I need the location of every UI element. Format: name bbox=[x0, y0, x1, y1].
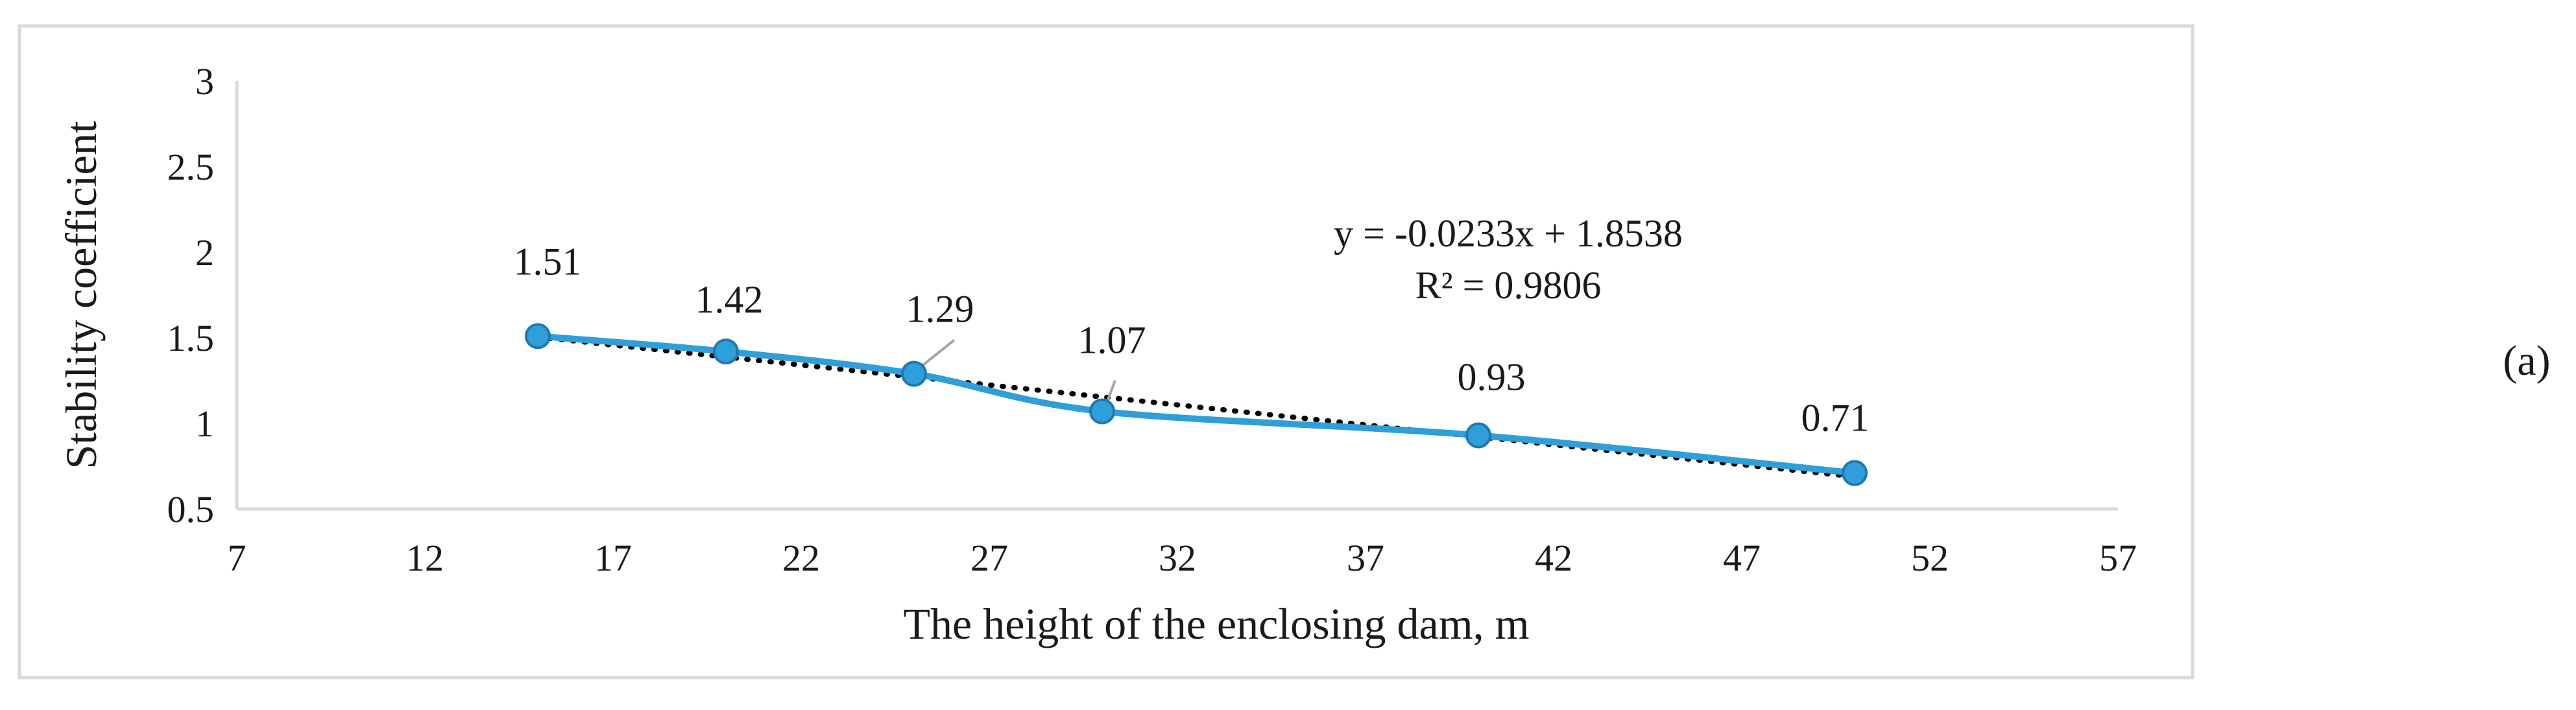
x-tick-label: 22 bbox=[782, 537, 820, 579]
y-tick-labels: 0.5 1 1.5 2 2.5 3 bbox=[167, 60, 215, 530]
y-axis-title: Stability coefficient bbox=[56, 121, 106, 469]
data-labels: 1.51 1.42 1.29 1.07 0.93 0.71 bbox=[514, 240, 1870, 439]
x-tick-labels: 7 12 17 22 27 32 37 42 47 52 57 bbox=[228, 537, 2137, 579]
x-tick-label: 57 bbox=[2099, 537, 2137, 579]
data-label: 1.29 bbox=[906, 287, 974, 330]
data-label-leaders bbox=[921, 338, 1116, 402]
x-tick-label: 7 bbox=[228, 537, 247, 579]
x-tick-label: 32 bbox=[1159, 537, 1196, 579]
data-label-leader bbox=[921, 338, 956, 368]
series-markers bbox=[525, 323, 1868, 486]
data-label: 1.42 bbox=[695, 278, 764, 321]
trendline-r-squared: R² = 0.9806 bbox=[1415, 264, 1602, 307]
y-tick-label: 3 bbox=[195, 60, 214, 102]
x-tick-label: 27 bbox=[970, 537, 1008, 579]
data-label: 1.07 bbox=[1078, 319, 1146, 362]
x-tick-label: 52 bbox=[1911, 537, 1949, 579]
data-point-marker bbox=[1465, 422, 1491, 449]
linear-trendline bbox=[535, 334, 1857, 480]
x-tick-label: 17 bbox=[594, 537, 632, 579]
y-tick-label: 1 bbox=[195, 403, 214, 445]
x-tick-label: 12 bbox=[406, 537, 444, 579]
data-point-marker bbox=[901, 361, 927, 387]
data-label: 0.93 bbox=[1458, 355, 1526, 398]
x-tick-label: 42 bbox=[1535, 537, 1572, 579]
x-tick-label: 47 bbox=[1723, 537, 1761, 579]
y-tick-label: 1.5 bbox=[167, 317, 215, 359]
x-axis-title: The height of the enclosing dam, m bbox=[904, 599, 1530, 648]
panel-label: (a) bbox=[2503, 337, 2550, 385]
y-tick-label: 0.5 bbox=[167, 488, 215, 530]
y-tick-label: 2 bbox=[195, 231, 214, 274]
data-label-leader bbox=[1106, 379, 1116, 402]
plot-area: 0.511.522.53 7 12 17 22 27 32 37 42 47 52 57 1.511… bbox=[167, 60, 2137, 579]
data-label: 0.71 bbox=[1801, 397, 1870, 440]
chart-frame bbox=[18, 24, 2195, 680]
data-point-marker bbox=[1842, 460, 1868, 486]
data-point-marker bbox=[713, 338, 739, 365]
y-tick-label: 2.5 bbox=[167, 146, 215, 188]
x-tick-label: 37 bbox=[1347, 537, 1384, 579]
trendline-equation: y = -0.0233x + 1.8538 bbox=[1334, 212, 1683, 255]
data-label: 1.51 bbox=[514, 240, 582, 283]
data-point-marker bbox=[525, 323, 551, 349]
data-point-marker bbox=[1089, 398, 1115, 425]
